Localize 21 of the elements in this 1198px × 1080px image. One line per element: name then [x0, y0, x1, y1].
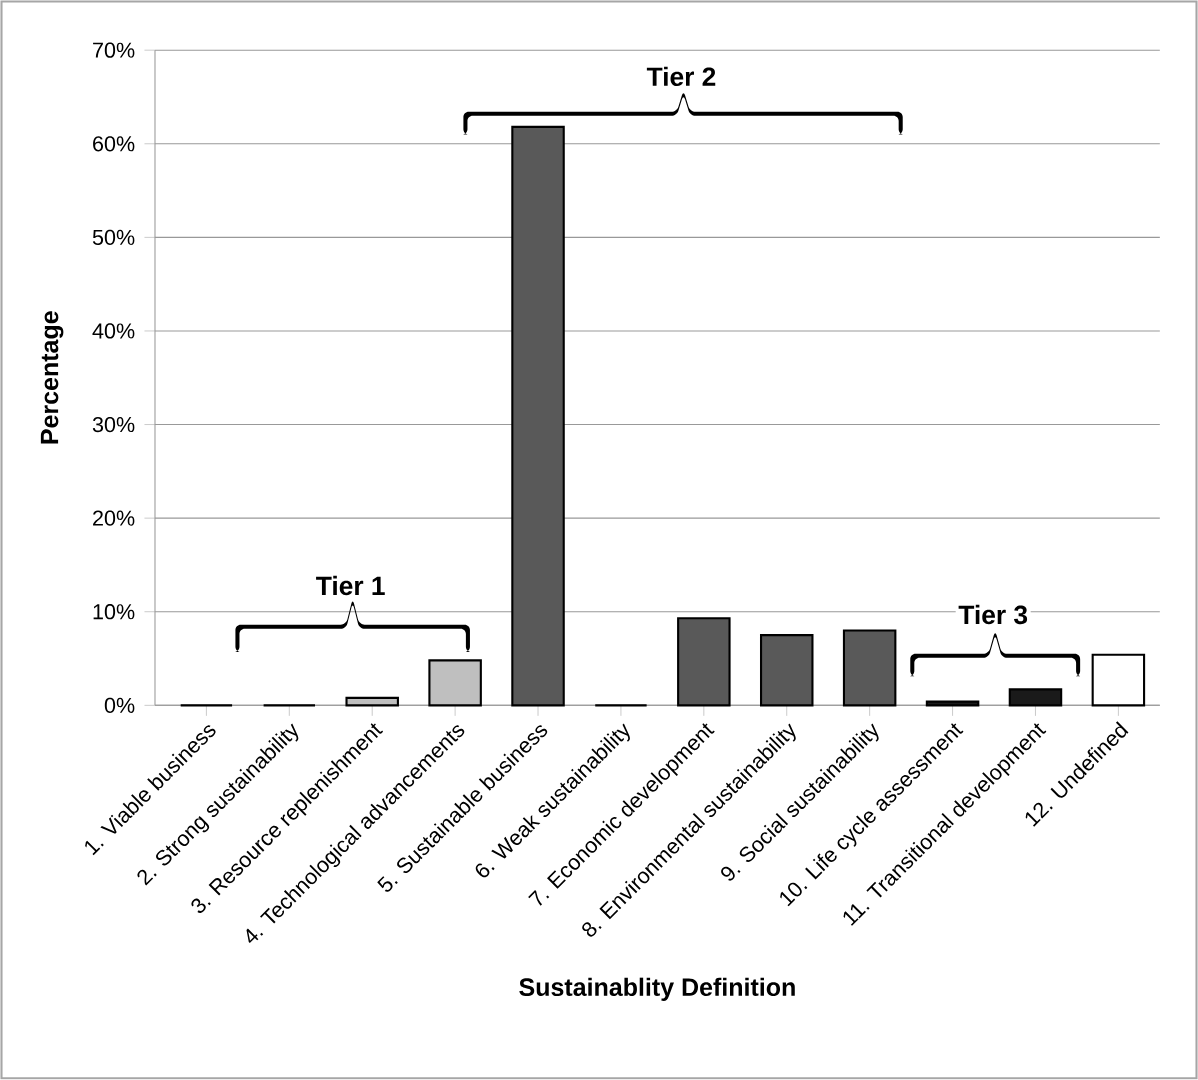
- y-tick-label: 70%: [93, 42, 135, 58]
- y-tick-label: 0%: [104, 697, 135, 714]
- y-tick-label: 50%: [92, 229, 135, 246]
- annotation: Tier 1: [316, 576, 385, 596]
- bar: [842, 629, 897, 707]
- bar: [428, 659, 482, 707]
- y-tick-label: 10%: [93, 604, 135, 620]
- bar: [1008, 688, 1063, 707]
- y-tick-label: 60%: [93, 136, 135, 152]
- y-axis-title: Percentage: [40, 311, 64, 444]
- bar: [677, 617, 731, 707]
- y-tick-label: 20%: [93, 510, 135, 526]
- y-tick-label: 40%: [92, 323, 135, 339]
- bar: [511, 126, 565, 707]
- y-tick-label: 30%: [92, 417, 135, 433]
- bar: [345, 696, 399, 707]
- bar: [759, 634, 814, 707]
- bar: [1091, 653, 1146, 707]
- annotation: Tier 2: [646, 66, 716, 87]
- annotation: Tier 3: [958, 605, 1028, 625]
- x-axis-title: Sustainablity Definition: [519, 977, 795, 1002]
